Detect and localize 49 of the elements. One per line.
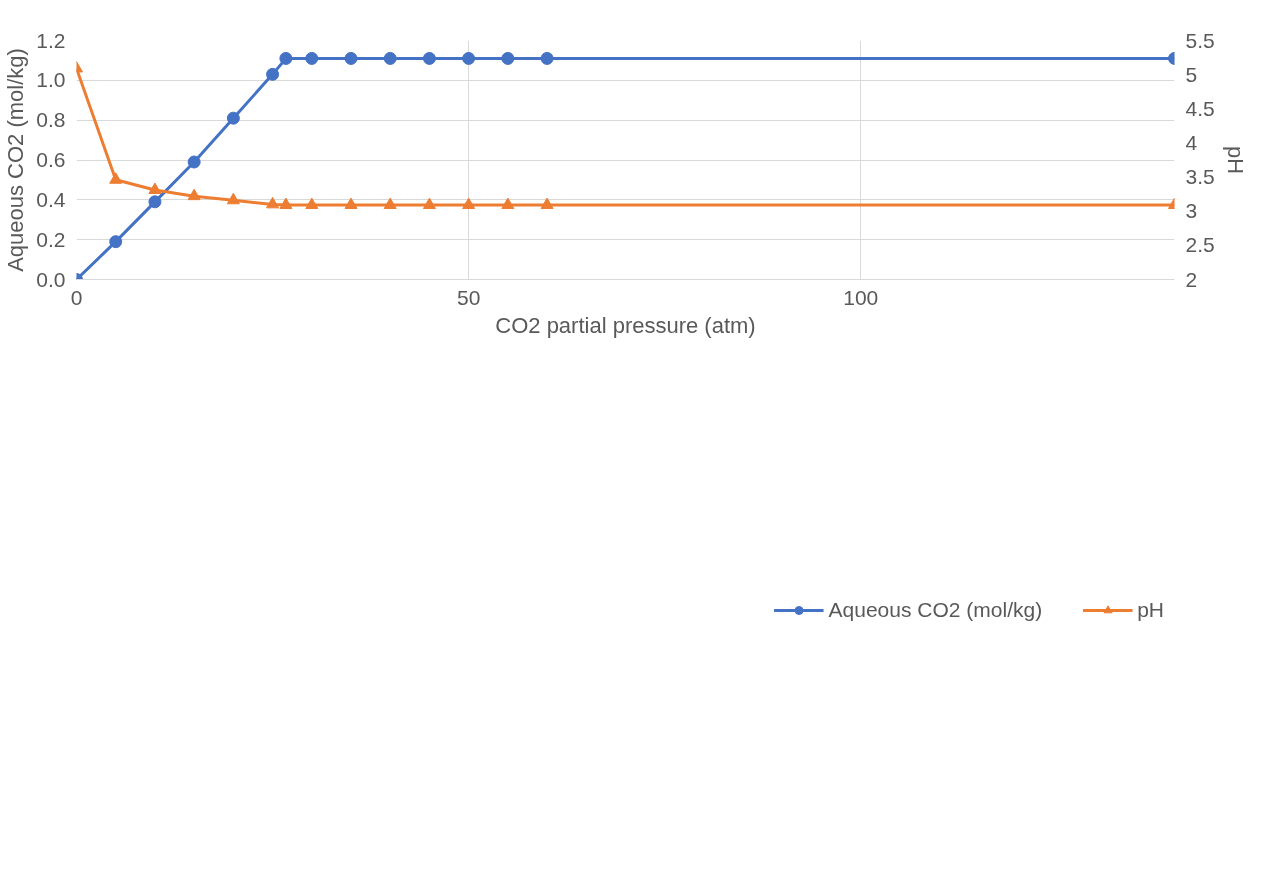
y2-tick-label: 3.5 xyxy=(1185,165,1215,189)
point xyxy=(422,51,436,65)
point xyxy=(501,197,515,210)
point xyxy=(279,51,293,65)
y-tick-label: 0.2 xyxy=(36,227,66,251)
point xyxy=(148,195,162,209)
x-axis-title: CO2 partial pressure (atm) xyxy=(495,312,756,338)
legend-label: pH xyxy=(1137,598,1164,622)
y2-tick-label: 2.5 xyxy=(1185,233,1215,257)
y2-tick-label: 2 xyxy=(1185,267,1198,291)
y-tick-label: 0.0 xyxy=(36,267,66,291)
y-axis-title: Aqueous CO2 (mol/kg) xyxy=(3,48,29,272)
point xyxy=(187,188,201,201)
x-tick-label: 100 xyxy=(843,285,879,309)
y-tick-label: 1.2 xyxy=(36,28,66,52)
point xyxy=(109,235,123,249)
point xyxy=(305,197,319,210)
y2-tick-label: 5.5 xyxy=(1185,28,1215,52)
point xyxy=(344,51,358,65)
point xyxy=(383,197,397,210)
y-tick-label: 0.6 xyxy=(36,148,66,171)
point xyxy=(266,67,280,81)
point xyxy=(383,51,397,65)
point xyxy=(462,51,476,65)
x-tick-label: 50 xyxy=(456,285,481,309)
legend-label: Aqueous CO2 (mol/kg) xyxy=(828,598,1043,622)
y2-tick-label: 5 xyxy=(1185,62,1198,86)
y-tick-label: 0.4 xyxy=(36,187,66,211)
y2-axis-title: pH xyxy=(1222,145,1248,175)
point xyxy=(148,182,162,195)
y2-tick-label: 4 xyxy=(1185,130,1198,154)
point xyxy=(540,197,554,210)
point xyxy=(109,172,123,184)
point xyxy=(187,155,201,169)
point xyxy=(344,197,358,210)
point xyxy=(305,51,319,65)
point xyxy=(422,197,436,210)
point xyxy=(266,196,280,209)
point xyxy=(501,51,515,65)
y-tick-label: 0.8 xyxy=(36,108,66,132)
point xyxy=(226,192,240,205)
point xyxy=(279,197,293,210)
y2-tick-label: 3 xyxy=(1185,199,1198,223)
y2-tick-label: 4.5 xyxy=(1185,96,1215,120)
y-tick-label: 1.0 xyxy=(36,68,66,92)
point xyxy=(462,197,476,210)
point xyxy=(226,111,240,125)
x-tick-label: 0 xyxy=(70,285,83,309)
point xyxy=(540,51,554,65)
